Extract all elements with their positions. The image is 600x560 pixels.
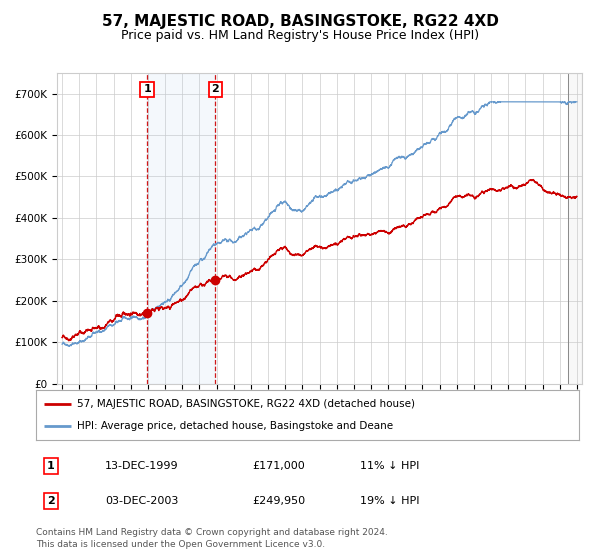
Bar [568, 73, 582, 384]
Text: 2: 2 [211, 85, 219, 95]
Text: Price paid vs. HM Land Registry's House Price Index (HPI): Price paid vs. HM Land Registry's House … [121, 29, 479, 42]
Text: 19% ↓ HPI: 19% ↓ HPI [360, 496, 419, 506]
Text: 13-DEC-1999: 13-DEC-1999 [105, 461, 179, 471]
Text: 57, MAJESTIC ROAD, BASINGSTOKE, RG22 4XD: 57, MAJESTIC ROAD, BASINGSTOKE, RG22 4XD [101, 14, 499, 29]
Text: 11% ↓ HPI: 11% ↓ HPI [360, 461, 419, 471]
Text: Contains HM Land Registry data © Crown copyright and database right 2024.
This d: Contains HM Land Registry data © Crown c… [36, 528, 388, 549]
Text: 1: 1 [143, 85, 151, 95]
Text: 1: 1 [47, 461, 55, 471]
Text: 03-DEC-2003: 03-DEC-2003 [105, 496, 178, 506]
Text: HPI: Average price, detached house, Basingstoke and Deane: HPI: Average price, detached house, Basi… [77, 421, 393, 431]
Text: 2: 2 [47, 496, 55, 506]
Bar [568, 73, 582, 384]
Text: £171,000: £171,000 [252, 461, 305, 471]
Bar [147, 73, 215, 384]
Text: 57, MAJESTIC ROAD, BASINGSTOKE, RG22 4XD (detached house): 57, MAJESTIC ROAD, BASINGSTOKE, RG22 4XD… [77, 399, 415, 409]
Text: £249,950: £249,950 [252, 496, 305, 506]
